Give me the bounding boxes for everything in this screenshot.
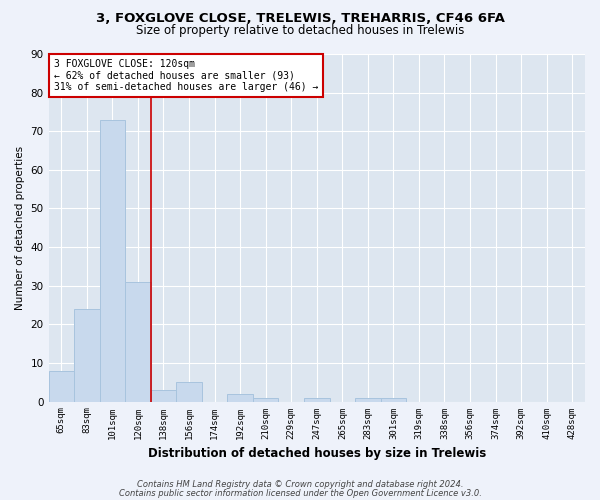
Bar <box>380 398 406 402</box>
Bar <box>74 309 100 402</box>
Text: Contains HM Land Registry data © Crown copyright and database right 2024.: Contains HM Land Registry data © Crown c… <box>137 480 463 489</box>
X-axis label: Distribution of detached houses by size in Trelewis: Distribution of detached houses by size … <box>148 447 486 460</box>
Bar <box>100 120 125 402</box>
Y-axis label: Number of detached properties: Number of detached properties <box>15 146 25 310</box>
Bar <box>304 398 329 402</box>
Bar <box>151 390 176 402</box>
Bar <box>176 382 202 402</box>
Bar <box>253 398 278 402</box>
Text: Size of property relative to detached houses in Trelewis: Size of property relative to detached ho… <box>136 24 464 37</box>
Text: Contains public sector information licensed under the Open Government Licence v3: Contains public sector information licen… <box>119 488 481 498</box>
Bar <box>49 370 74 402</box>
Bar <box>227 394 253 402</box>
Bar <box>125 282 151 402</box>
Text: 3 FOXGLOVE CLOSE: 120sqm
← 62% of detached houses are smaller (93)
31% of semi-d: 3 FOXGLOVE CLOSE: 120sqm ← 62% of detach… <box>54 59 318 92</box>
Bar <box>355 398 380 402</box>
Text: 3, FOXGLOVE CLOSE, TRELEWIS, TREHARRIS, CF46 6FA: 3, FOXGLOVE CLOSE, TRELEWIS, TREHARRIS, … <box>95 12 505 26</box>
